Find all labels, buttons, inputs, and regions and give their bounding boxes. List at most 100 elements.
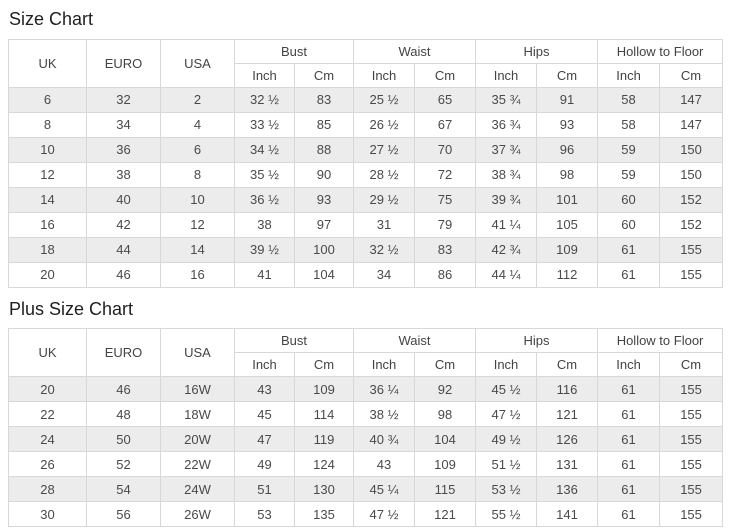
column-group-hips: Hips bbox=[475, 328, 599, 354]
size-chart-table: UK EURO USA Bust Waist Hips Hollow to Fl… bbox=[8, 38, 724, 288]
table-cell: 115 bbox=[414, 476, 477, 503]
table-cell: 53 ½ bbox=[475, 476, 538, 503]
table-row: 30 56 26W 53 135 47 ½ 121 55 ½ 141 61 155 bbox=[8, 501, 724, 528]
table-cell: 36 bbox=[86, 136, 161, 163]
table-cell: 53 bbox=[234, 501, 295, 528]
table-row: 10 36 6 34 ½ 88 27 ½ 70 37 ¾ 96 59 150 bbox=[8, 136, 724, 163]
table-cell: 86 bbox=[414, 261, 477, 288]
table-cell: 44 ¼ bbox=[475, 261, 538, 288]
table-cell: 22 bbox=[8, 401, 87, 428]
subheader-hips-inch: Inch bbox=[475, 62, 538, 88]
table-cell: 75 bbox=[414, 186, 477, 213]
table-cell: 35 ¾ bbox=[475, 86, 538, 113]
table-cell: 42 bbox=[86, 211, 161, 238]
table-cell: 36 ¾ bbox=[475, 111, 538, 138]
table-cell: 38 bbox=[86, 161, 161, 188]
table-cell: 58 bbox=[597, 86, 661, 113]
table-cell: 55 ½ bbox=[475, 501, 538, 528]
table-cell: 65 bbox=[414, 86, 477, 113]
table-cell: 45 bbox=[234, 401, 295, 428]
table-cell: 83 bbox=[414, 236, 477, 263]
table-body: 20 46 16W 43 109 36 ¼ 92 45 ½ 116 61 155 22 48 18W 45 1… bbox=[8, 376, 724, 528]
table-cell: 18W bbox=[160, 401, 235, 428]
table-cell: 14 bbox=[160, 236, 235, 263]
table-cell: 20 bbox=[8, 261, 87, 288]
table-cell: 58 bbox=[597, 111, 661, 138]
column-group-hollow-to-floor: Hollow to Floor bbox=[597, 38, 724, 64]
table-cell: 61 bbox=[597, 376, 661, 403]
table-cell: 98 bbox=[414, 401, 477, 428]
table-cell: 16 bbox=[160, 261, 235, 288]
table-cell: 155 bbox=[659, 261, 724, 288]
subheader-waist-inch: Inch bbox=[353, 352, 416, 378]
table-cell: 112 bbox=[536, 261, 599, 288]
table-cell: 60 bbox=[597, 186, 661, 213]
table-cell: 114 bbox=[293, 401, 355, 428]
table-row: 28 54 24W 51 130 45 ¼ 115 53 ½ 136 61 155 bbox=[8, 476, 724, 503]
table-cell: 131 bbox=[536, 451, 599, 478]
table-cell: 119 bbox=[293, 426, 355, 453]
table-cell: 39 ¾ bbox=[475, 186, 538, 213]
header-row-units: Inch Cm Inch Cm Inch Cm Inch Cm bbox=[9, 352, 724, 378]
table-cell: 16 bbox=[8, 211, 87, 238]
table-cell: 97 bbox=[293, 211, 355, 238]
table-cell: 91 bbox=[536, 86, 599, 113]
subheader-hips-cm: Cm bbox=[536, 352, 599, 378]
table-cell: 38 ½ bbox=[353, 401, 416, 428]
table-cell: 49 bbox=[234, 451, 295, 478]
table-cell: 29 ½ bbox=[353, 186, 416, 213]
table-cell: 10 bbox=[8, 136, 87, 163]
table-cell: 100 bbox=[293, 236, 355, 263]
table-cell: 32 ½ bbox=[234, 86, 295, 113]
table-row: 8 34 4 33 ½ 85 26 ½ 67 36 ¾ 93 58 147 bbox=[8, 111, 724, 138]
table-header: UK EURO USA Bust Waist Hips Hollow to Fl… bbox=[8, 328, 724, 378]
table-cell: 34 bbox=[86, 111, 161, 138]
table-cell: 50 bbox=[86, 426, 161, 453]
table-cell: 109 bbox=[293, 376, 355, 403]
subheader-hollow-cm: Cm bbox=[659, 62, 724, 88]
table-cell: 93 bbox=[536, 111, 599, 138]
table-cell: 34 ½ bbox=[234, 136, 295, 163]
table-cell: 40 ¾ bbox=[353, 426, 416, 453]
table-cell: 33 ½ bbox=[234, 111, 295, 138]
table-cell: 6 bbox=[8, 86, 87, 113]
table-cell: 32 bbox=[86, 86, 161, 113]
table-cell: 47 ½ bbox=[353, 501, 416, 528]
table-cell: 26W bbox=[160, 501, 235, 528]
table-cell: 46 bbox=[86, 261, 161, 288]
subheader-hips-cm: Cm bbox=[536, 62, 599, 88]
table-cell: 130 bbox=[293, 476, 355, 503]
subheader-bust-inch: Inch bbox=[234, 62, 295, 88]
table-cell: 61 bbox=[597, 236, 661, 263]
table-cell: 116 bbox=[536, 376, 599, 403]
table-row: 26 52 22W 49 124 43 109 51 ½ 131 61 155 bbox=[8, 451, 724, 478]
table-cell: 32 ½ bbox=[353, 236, 416, 263]
table-cell: 2 bbox=[160, 86, 235, 113]
table-cell: 104 bbox=[414, 426, 477, 453]
subheader-bust-inch: Inch bbox=[234, 352, 295, 378]
subheader-waist-inch: Inch bbox=[353, 62, 416, 88]
table-cell: 155 bbox=[659, 401, 724, 428]
table-cell: 150 bbox=[659, 161, 724, 188]
table-cell: 141 bbox=[536, 501, 599, 528]
subheader-bust-cm: Cm bbox=[293, 62, 355, 88]
column-header-uk: UK bbox=[8, 38, 87, 88]
table-cell: 37 ¾ bbox=[475, 136, 538, 163]
table-cell: 70 bbox=[414, 136, 477, 163]
column-header-usa: USA bbox=[160, 38, 235, 88]
table-cell: 39 ½ bbox=[234, 236, 295, 263]
table-cell: 46 bbox=[86, 376, 161, 403]
table-cell: 59 bbox=[597, 136, 661, 163]
subheader-hollow-inch: Inch bbox=[597, 352, 661, 378]
table-cell: 51 bbox=[234, 476, 295, 503]
table-cell: 18 bbox=[8, 236, 87, 263]
table-cell: 61 bbox=[597, 426, 661, 453]
table-cell: 16W bbox=[160, 376, 235, 403]
column-header-usa: USA bbox=[160, 328, 235, 378]
column-group-bust: Bust bbox=[233, 328, 355, 354]
table-cell: 61 bbox=[597, 501, 661, 528]
table-cell: 47 bbox=[234, 426, 295, 453]
table-cell: 126 bbox=[536, 426, 599, 453]
table-row: 18 44 14 39 ½ 100 32 ½ 83 42 ¾ 109 61 155 bbox=[8, 236, 724, 263]
